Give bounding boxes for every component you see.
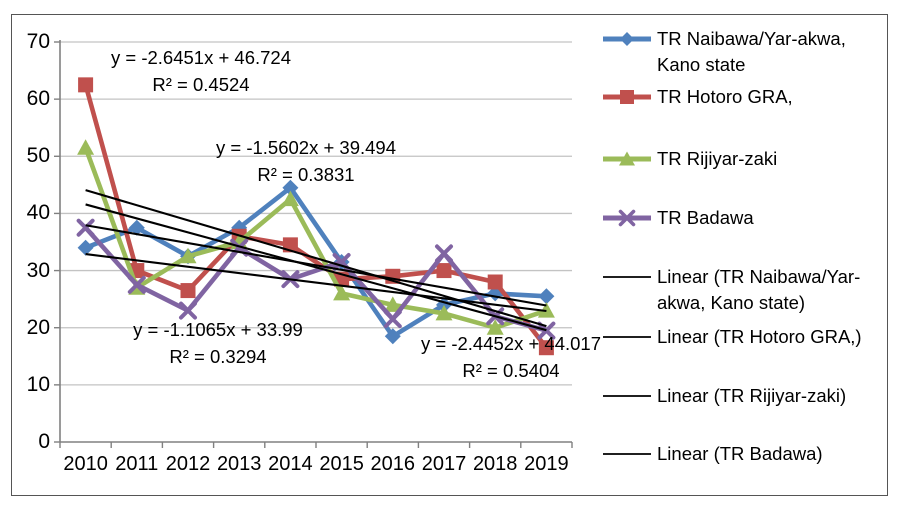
x-axis-label: 2016	[370, 453, 416, 475]
legend-label: Linear (TR Badawa)	[657, 443, 823, 464]
series-0-marker	[231, 219, 248, 236]
legend-item-2: TR Rijiyar-zaki	[600, 146, 889, 172]
legend-series-key-icon	[603, 151, 651, 166]
y-axis-label: 30	[26, 258, 50, 282]
y-axis-label: 50	[26, 144, 50, 168]
r-squared-text: R² = 0.5404	[462, 360, 560, 381]
series-2-marker	[435, 304, 453, 321]
x-axis-label: 2012	[165, 453, 211, 475]
series-0-marker	[77, 239, 94, 256]
y-axis-label: 40	[26, 201, 50, 225]
trendline-equation-hotoro: y = -2.6451x + 46.724 R² = 0.4524	[95, 44, 307, 98]
legend-trendline-key-icon	[603, 453, 651, 455]
series-line-1	[83, 82, 549, 351]
series-1-marker	[334, 271, 350, 287]
series-3-marker	[230, 238, 249, 257]
x-axis-label: 2011	[115, 453, 159, 475]
series-1-marker	[231, 228, 247, 244]
legend-item-4: Linear (TR Naibawa/Yar-akwa, Kano state)	[600, 264, 889, 316]
series-3-marker	[486, 307, 505, 326]
series-2-marker	[179, 247, 197, 264]
legend-item-3: TR Badawa	[600, 205, 889, 231]
equation-text: y = -2.4452x + 44.017	[421, 333, 601, 354]
series-2-marker	[230, 233, 248, 249]
r-squared-text: R² = 0.3294	[169, 346, 267, 367]
series-3-marker	[127, 275, 146, 294]
y-axis-label: 0	[38, 430, 50, 453]
series-3-marker	[76, 218, 95, 237]
trendline-0	[85, 189, 547, 328]
legend-item-7: Linear (TR Badawa)	[600, 441, 889, 467]
series-1-marker	[385, 268, 401, 284]
legend-trendline-key-icon	[603, 336, 651, 338]
legend-label: TR Rijiyar-zaki	[657, 148, 778, 169]
y-axis-label: 20	[26, 315, 50, 339]
series-3-marker	[383, 310, 402, 329]
series-0-marker	[333, 254, 350, 270]
trendline-equation-rijiyar: y = -2.4452x + 44.017 R² = 0.5404	[405, 330, 617, 384]
series-2-marker	[128, 279, 146, 295]
x-axis-label: 2010	[63, 453, 108, 475]
legend-item-0: TR Naibawa/Yar-akwa, Kano state	[600, 26, 889, 78]
series-2-marker	[77, 139, 95, 155]
equation-text: y = -1.5602x + 39.494	[216, 137, 396, 158]
trendline-1	[85, 224, 547, 307]
series-0-marker	[384, 328, 401, 345]
legend-trendline-key-icon	[603, 395, 651, 397]
r-squared-text: R² = 0.3831	[257, 164, 355, 185]
series-0-marker	[538, 288, 555, 305]
series-3-marker	[435, 244, 453, 263]
series-1-marker	[487, 274, 503, 290]
legend-label: Linear (TR Naibawa/Yar-akwa, Kano state)	[657, 266, 861, 313]
series-2-marker	[384, 296, 402, 312]
series-1-marker	[282, 237, 298, 253]
trendline-equation-naibawa: y = -1.5602x + 39.494 R² = 0.3831	[200, 134, 412, 188]
x-axis-label: 2018	[472, 453, 518, 475]
legend-label: TR Badawa	[657, 207, 754, 228]
trendline-3	[85, 203, 547, 332]
legend-label: Linear (TR Rijiyar-zaki)	[657, 385, 847, 406]
series-2-marker	[537, 302, 555, 318]
x-axis-label: 2013	[216, 453, 262, 475]
y-axis-label: 10	[26, 372, 50, 396]
series-3-marker	[281, 270, 300, 289]
series-1-marker	[129, 263, 145, 279]
legend-label: TR Hotoro GRA,	[657, 86, 793, 107]
series-line-0	[83, 185, 549, 339]
x-axis-label: 2014	[268, 453, 313, 475]
legend-label: TR Naibawa/Yar-akwa, Kano state	[657, 28, 846, 75]
legend-item-1: TR Hotoro GRA,	[600, 84, 889, 110]
series-3-marker	[332, 253, 351, 271]
x-axis-label: 2017	[421, 453, 467, 475]
series-0-marker	[128, 219, 145, 236]
legend-item-5: Linear (TR Hotoro GRA,)	[600, 324, 889, 350]
legend-series-key-icon	[603, 209, 651, 227]
r-squared-text: R² = 0.4524	[152, 74, 250, 95]
legend-series-key-icon	[603, 32, 651, 46]
series-1-marker	[180, 283, 196, 299]
series-1-marker	[436, 263, 452, 279]
series-1-marker	[78, 77, 94, 93]
legend-trendline-key-icon	[603, 276, 651, 278]
y-axis-label: 70	[26, 30, 50, 53]
legend-series-key-icon	[603, 90, 651, 104]
x-axis-label: 2019	[524, 453, 569, 475]
series-0-marker	[487, 285, 504, 302]
trendline-equation-badawa: y = -1.1065x + 33.99 R² = 0.3294	[112, 316, 324, 370]
legend-item-6: Linear (TR Rijiyar-zaki)	[600, 383, 889, 409]
equation-text: y = -1.1065x + 33.99	[133, 319, 303, 340]
equation-text: y = -2.6451x + 46.724	[111, 47, 291, 68]
series-2-marker	[333, 284, 351, 301]
series-2-marker	[281, 190, 299, 207]
series-0-marker	[180, 248, 196, 265]
y-axis-label: 60	[26, 87, 50, 111]
legend-label: Linear (TR Hotoro GRA,)	[657, 326, 862, 347]
x-axis-label: 2015	[319, 453, 364, 475]
trendline-2	[85, 253, 547, 313]
series-0-marker	[436, 296, 452, 313]
